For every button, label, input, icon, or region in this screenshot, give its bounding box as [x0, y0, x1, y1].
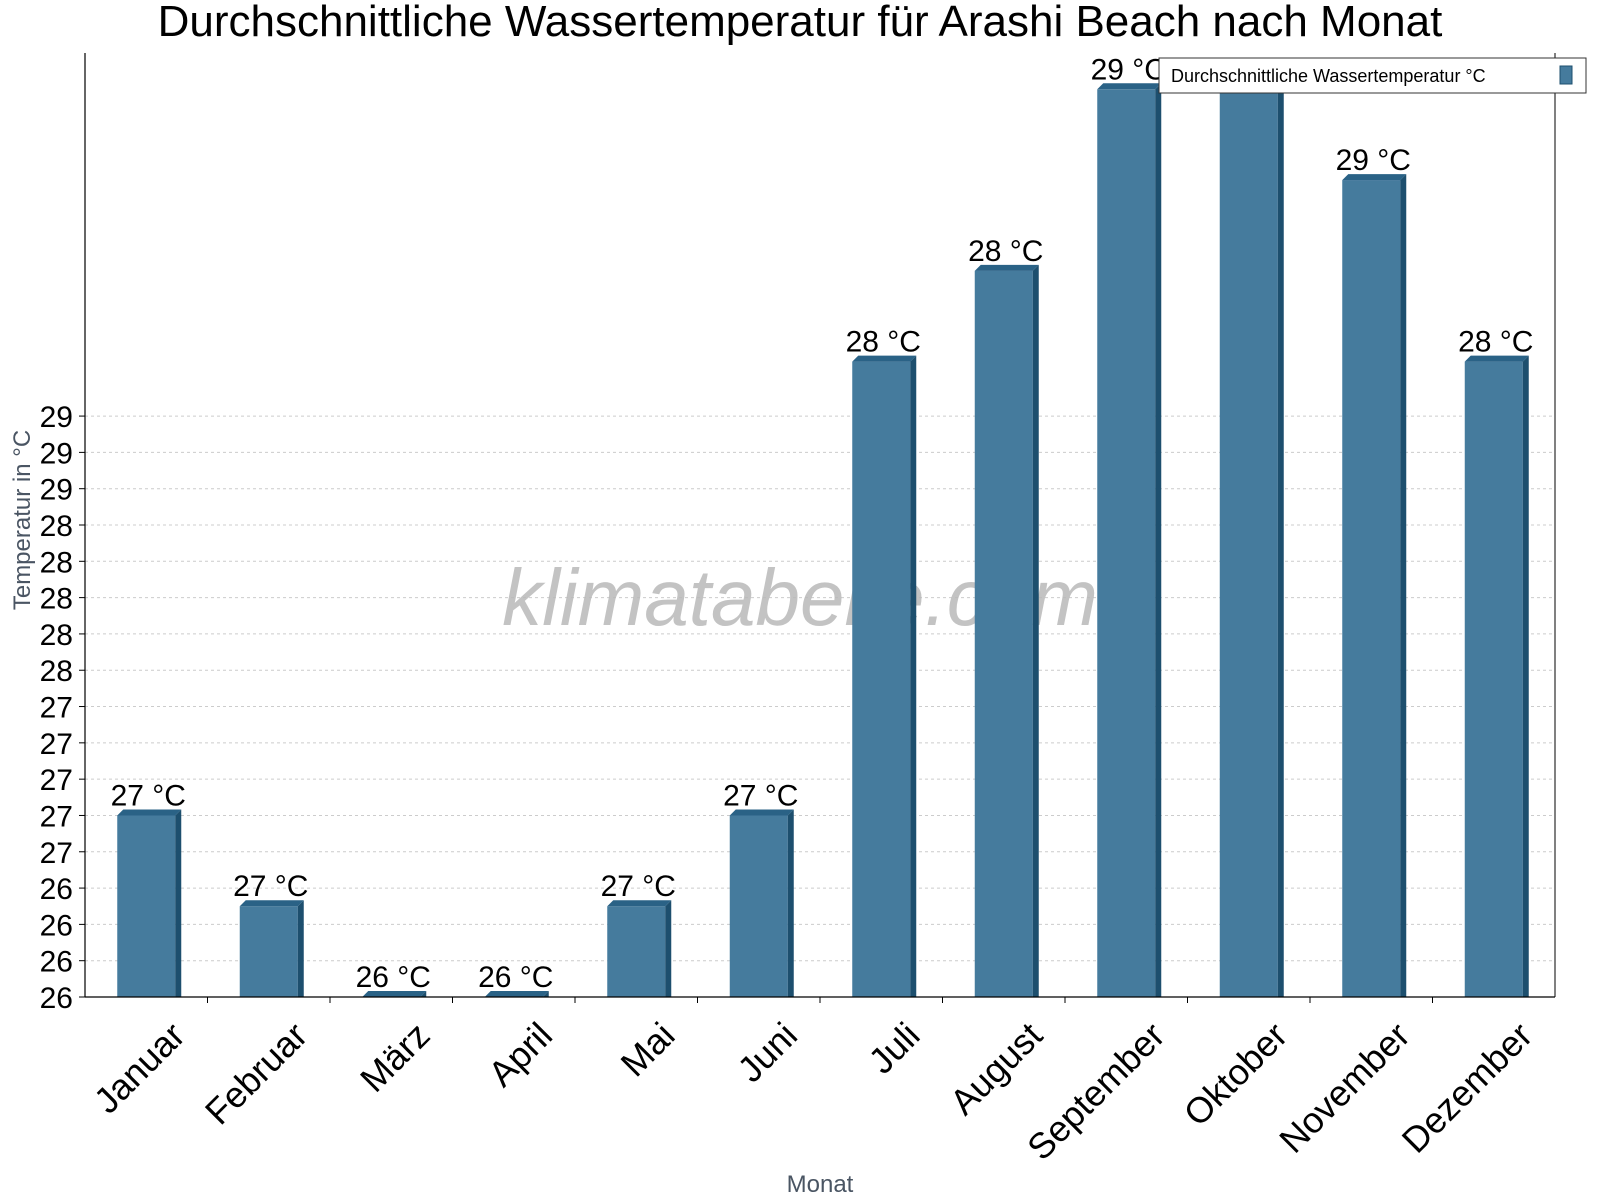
bar-juni [729, 809, 794, 997]
bar-top [484, 991, 549, 997]
y-tick-label: 29 [40, 401, 73, 434]
bar-side [1522, 355, 1529, 998]
y-tick-label: 28 [40, 583, 73, 616]
x-tick-label: Juli [860, 1014, 927, 1081]
data-label: 27 °C [233, 870, 308, 903]
bar-top [1342, 174, 1407, 181]
bar-front [729, 815, 788, 997]
y-tick-label: 27 [40, 837, 73, 870]
data-label: 27 °C [601, 870, 676, 903]
bar-april [484, 991, 549, 997]
data-label: 26 °C [478, 961, 553, 994]
bar-januar [117, 809, 182, 997]
bar-top [729, 809, 794, 816]
bar-märz [362, 991, 427, 997]
x-tick-label: Februar [197, 1014, 315, 1132]
bar-top [607, 900, 672, 907]
y-tick-label: 29 [40, 474, 73, 507]
data-label: 28 °C [1458, 326, 1533, 359]
x-tick-label: Mai [613, 1014, 683, 1084]
y-tick-label: 27 [40, 728, 73, 761]
x-axis-title: Monat [787, 1171, 854, 1198]
legend-entry-label: Durchschnittliche Wassertemperatur °C [1171, 66, 1486, 86]
bar-side [910, 355, 917, 998]
data-labels: 27 °C 27 °C 26 °C 26 °C 27 °C 27 °C 28 °C 28 °C… [111, 53, 1534, 994]
bar-side [1400, 174, 1407, 998]
data-label: 28 °C [968, 235, 1043, 268]
y-tick-label: 27 [40, 692, 73, 725]
x-tick-label: August [942, 1014, 1050, 1122]
bar-top [117, 809, 182, 816]
x-tick-label: Januar [86, 1014, 193, 1121]
y-tick-label: 28 [40, 546, 73, 579]
bar-front [852, 361, 911, 998]
x-tick-label: März [352, 1014, 438, 1100]
x-tick-label: Juni [729, 1014, 805, 1090]
bar-top [974, 264, 1039, 271]
data-label: 27 °C [723, 779, 798, 812]
bar-oktober [1219, 83, 1284, 998]
grid-lines [85, 415, 1555, 962]
y-tick-label: 26 [40, 873, 73, 906]
bar-top [239, 900, 304, 907]
bar-front [1097, 89, 1156, 998]
x-tick-label: November [1271, 1014, 1417, 1160]
legend-box [1158, 57, 1587, 94]
bar-front [607, 906, 666, 997]
data-label: 28 °C [846, 326, 921, 359]
x-tick-label: Dezember [1394, 1014, 1540, 1160]
bars [117, 83, 1529, 998]
data-label: 29 °C [1091, 53, 1166, 86]
bar-november [1342, 174, 1407, 998]
bar-side [1277, 83, 1284, 998]
bar-side [1155, 83, 1162, 998]
bar-september [1097, 83, 1162, 998]
bar-side [665, 900, 672, 997]
bar-front [117, 815, 176, 997]
y-tick-label: 29 [40, 437, 73, 470]
x-tick-label: April [480, 1014, 560, 1094]
bar-front [1342, 180, 1401, 998]
y-tick-label: 27 [40, 800, 73, 833]
y-tick-label: 28 [40, 510, 73, 543]
bar-front [1464, 361, 1523, 998]
bar-top [362, 991, 427, 997]
data-label: 29 °C [1336, 144, 1411, 177]
bar-front [1219, 89, 1278, 998]
chart-title: Durchschnittliche Wassertemperatur für A… [158, 0, 1443, 46]
bar-top [852, 355, 917, 362]
bar-mai [607, 900, 672, 997]
legend-swatch [1559, 65, 1573, 85]
y-axis-title: Temperatur in °C [9, 430, 36, 610]
bar-side [297, 900, 304, 997]
x-tick-label: Oktober [1176, 1014, 1296, 1134]
bar-side [787, 809, 794, 997]
y-tick-label: 26 [40, 909, 73, 942]
y-tick-label: 26 [40, 982, 73, 1015]
bar-front [239, 906, 298, 997]
data-label: 26 °C [356, 961, 431, 994]
bar-juli [852, 355, 917, 998]
data-label: 27 °C [111, 779, 186, 812]
legend: Durchschnittliche Wassertemperatur °C [1158, 57, 1587, 94]
bar-side [175, 809, 182, 997]
y-tick-label: 28 [40, 655, 73, 688]
bar-top [1097, 83, 1162, 90]
bar-februar [239, 900, 304, 997]
y-tick-label: 27 [40, 764, 73, 797]
bar-august [974, 264, 1039, 997]
bar-front [974, 270, 1033, 997]
bar-side [1032, 264, 1039, 997]
y-tick-label: 28 [40, 619, 73, 652]
bar-dezember [1464, 355, 1529, 998]
y-tick-label: 26 [40, 946, 73, 979]
bar-top [1464, 355, 1529, 362]
